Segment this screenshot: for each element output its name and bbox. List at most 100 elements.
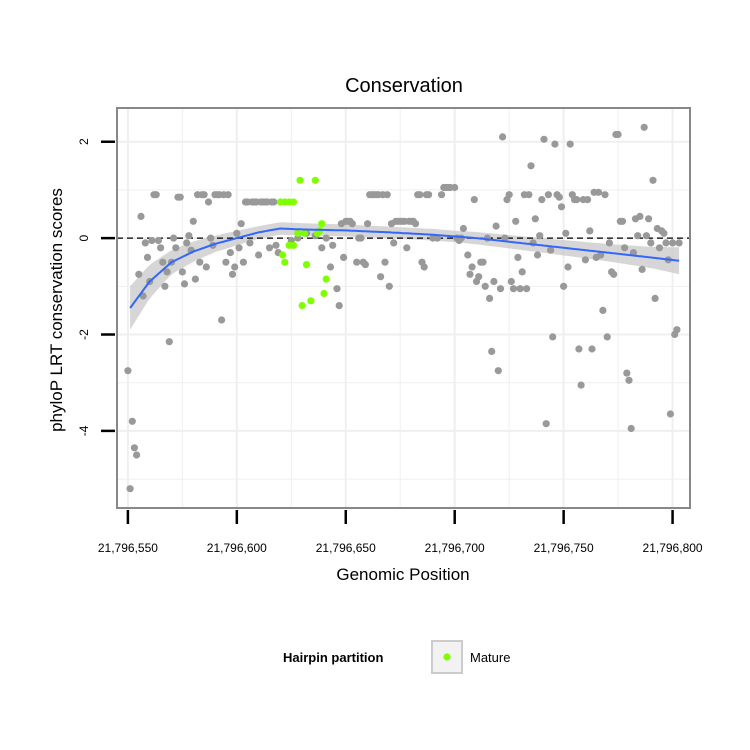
data-point <box>645 215 653 223</box>
data-point <box>191 275 199 283</box>
data-point <box>178 268 186 276</box>
mature-point <box>294 229 302 237</box>
confidence-band <box>130 222 680 330</box>
data-point <box>226 249 234 257</box>
data-point <box>505 191 513 199</box>
data-point <box>224 191 232 199</box>
data-point <box>470 196 478 204</box>
data-point <box>133 451 141 459</box>
data-point <box>642 232 651 240</box>
data-point <box>333 285 341 293</box>
data-point <box>533 251 542 259</box>
data-point <box>523 285 531 293</box>
y-tick-label: 0 <box>77 234 91 241</box>
data-point <box>675 239 683 247</box>
data-point <box>551 140 559 148</box>
data-point <box>128 417 136 425</box>
data-point <box>562 229 570 237</box>
data-point <box>531 215 539 223</box>
data-point <box>143 253 152 261</box>
data-point <box>509 285 518 293</box>
data-point <box>496 285 505 293</box>
mature-point <box>279 251 287 259</box>
data-point <box>272 241 280 249</box>
data-point <box>348 220 356 228</box>
data-point <box>527 162 535 170</box>
data-point <box>364 220 372 228</box>
data-point <box>536 232 544 240</box>
data-point <box>335 302 343 310</box>
data-point <box>538 196 546 204</box>
data-point <box>383 191 391 199</box>
data-point <box>540 135 548 143</box>
x-axis: 21,796,550 21,796,600 21,796,650 21,796,700… <box>98 510 703 555</box>
data-point <box>597 251 605 259</box>
data-point <box>614 130 622 139</box>
x-tick-label: 21,796,800 <box>643 541 703 555</box>
data-point <box>154 236 162 245</box>
data-point <box>575 345 583 353</box>
data-point <box>464 251 472 259</box>
data-point <box>625 376 633 384</box>
data-point <box>605 239 614 247</box>
y-tick-label: -2 <box>77 329 91 340</box>
data-point <box>638 265 646 273</box>
x-tick-label: 21,796,650 <box>316 541 376 555</box>
chart-title: Conservation <box>345 75 463 97</box>
data-point <box>662 239 670 247</box>
legend-label-mature: Mature <box>470 650 510 665</box>
data-points <box>124 123 683 493</box>
data-point <box>621 244 629 252</box>
data-point <box>228 270 237 278</box>
data-point <box>233 229 241 237</box>
data-point <box>555 193 563 201</box>
data-point <box>525 191 533 199</box>
data-point <box>385 282 393 290</box>
data-point <box>124 367 132 375</box>
data-point <box>255 251 263 259</box>
data-point <box>353 258 361 266</box>
data-point <box>152 191 160 199</box>
data-point <box>180 280 189 288</box>
data-point <box>603 333 611 341</box>
data-point <box>163 268 171 276</box>
data-point <box>377 273 385 281</box>
data-point <box>438 191 446 199</box>
data-point <box>507 277 515 286</box>
data-point <box>479 258 487 266</box>
data-point <box>566 140 574 148</box>
data-point <box>326 263 335 271</box>
data-point <box>239 258 247 266</box>
data-point <box>451 183 459 192</box>
data-point <box>490 277 498 286</box>
data-point <box>322 234 330 242</box>
data-point <box>594 188 603 196</box>
data-point <box>183 239 191 247</box>
data-point <box>159 258 167 266</box>
data-point <box>204 198 213 206</box>
data-point <box>573 196 581 204</box>
y-tick-label: -4 <box>77 425 91 436</box>
data-point <box>196 258 204 266</box>
data-point <box>459 224 467 233</box>
data-point <box>673 326 681 334</box>
data-point <box>666 410 675 418</box>
data-point <box>601 191 609 199</box>
data-point <box>403 244 411 252</box>
data-point <box>141 239 149 247</box>
data-point <box>649 176 657 184</box>
data-point <box>126 485 134 493</box>
data-point <box>165 338 173 346</box>
mature-point <box>289 198 298 206</box>
data-point <box>231 263 239 271</box>
mature-point <box>320 289 328 298</box>
data-point <box>557 203 566 211</box>
x-tick-label: 21,796,750 <box>534 541 594 555</box>
data-point <box>660 229 668 237</box>
data-point <box>235 244 243 252</box>
data-point <box>634 232 642 240</box>
y-axis: 2 0 -2 -4 <box>77 138 115 436</box>
data-point <box>361 261 369 269</box>
data-point <box>560 282 568 290</box>
